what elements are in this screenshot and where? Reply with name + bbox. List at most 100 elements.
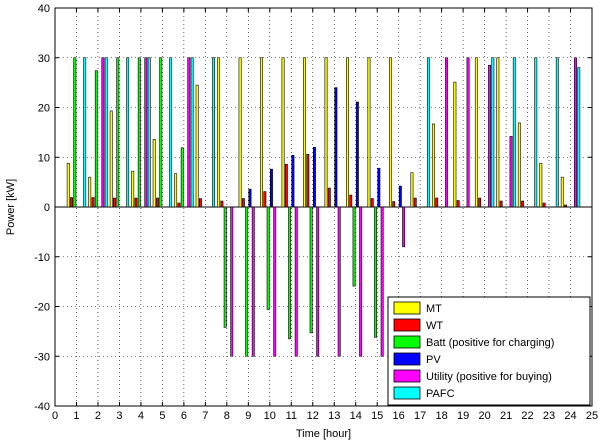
- bar-wt-hour-6: [177, 202, 181, 208]
- bar-mt-hour-5: [152, 139, 156, 208]
- bar-utility-hour-24: [574, 57, 577, 208]
- bar-pv-hour-10: [269, 168, 273, 208]
- bars-layer: [66, 57, 581, 357]
- bar-wt-hour-5: [156, 197, 159, 208]
- x-tick-label: 14: [350, 410, 362, 422]
- x-tick-label: 2: [95, 410, 101, 422]
- bar-pafc-hour-7: [212, 57, 216, 208]
- legend-label-utility: Utility (positive for buying): [426, 371, 552, 383]
- bar-mt-hour-18: [431, 123, 435, 208]
- bar-pafc-hour-20: [491, 57, 495, 208]
- bar-mt-hour-12: [303, 57, 306, 208]
- legend-swatch-pv: [393, 352, 421, 366]
- legend-swatch-pafc: [393, 386, 421, 400]
- bar-wt-hour-17: [413, 197, 417, 208]
- bar-utility-hour-8: [230, 206, 234, 357]
- bar-pafc-hour-17: [426, 57, 430, 208]
- bar-wt-hour-13: [327, 187, 331, 208]
- bar-wt-hour-4: [134, 197, 138, 208]
- legend-label-wt: WT: [426, 320, 443, 332]
- x-tick-label: 11: [286, 410, 297, 422]
- bar-wt-hour-16: [392, 201, 396, 208]
- bar-mt-hour-16: [388, 57, 392, 208]
- x-axis-label: Time [hour]: [296, 428, 351, 440]
- legend: MT WT Batt (positive for charging) PV Utilit…: [387, 296, 591, 406]
- x-tick-label: 16: [393, 410, 405, 422]
- x-tick-label: 21: [500, 410, 512, 422]
- bar-wt-hour-14: [349, 194, 353, 208]
- legend-label-pv: PV: [426, 354, 441, 366]
- bar-mt-hour-11: [281, 57, 285, 208]
- x-tick-label: 12: [307, 410, 319, 422]
- bar-pafc-hour-1: [83, 57, 87, 208]
- bar-batt-hour-6: [180, 147, 184, 208]
- bar-mt-hour-19: [453, 81, 457, 208]
- bar-utility-hour-6: [187, 57, 191, 208]
- x-tick-label: 22: [521, 410, 533, 422]
- bar-batt-hour-15: [374, 206, 378, 338]
- x-tick-label: 5: [159, 410, 165, 422]
- bar-mt-hour-3: [109, 110, 113, 208]
- x-tick-label: 7: [202, 410, 208, 422]
- y-tick-label: -20: [34, 302, 50, 314]
- bar-wt-hour-7: [198, 198, 202, 208]
- y-tick-label: 20: [38, 103, 50, 115]
- bar-utility-hour-4: [144, 57, 148, 208]
- bar-pafc-hour-23: [555, 57, 559, 208]
- bar-wt-hour-19: [456, 200, 460, 208]
- bar-utility-hour-16: [402, 206, 406, 248]
- bar-pv-hour-14: [355, 101, 359, 208]
- x-tick-label: 4: [138, 410, 144, 422]
- bar-batt-hour-4: [137, 57, 141, 208]
- bar-pafc-hour-2: [104, 57, 108, 208]
- bar-mt-hour-20: [474, 57, 478, 208]
- x-tick-label: 3: [116, 410, 122, 422]
- legend-label-mt: MT: [426, 303, 442, 315]
- bar-pafc-hour-22: [534, 57, 538, 208]
- bar-pafc-hour-21: [512, 57, 516, 208]
- bar-pafc-hour-6: [190, 57, 194, 208]
- bar-wt-hour-9: [241, 198, 245, 208]
- x-tick-label: 8: [224, 410, 230, 422]
- bar-wt-hour-3: [113, 197, 116, 208]
- bar-utility-hour-10: [273, 206, 277, 357]
- x-tick-label: 0: [52, 410, 58, 422]
- bar-batt-hour-3: [116, 57, 120, 208]
- bar-mt-hour-8: [217, 57, 221, 208]
- bar-wt-hour-22: [521, 200, 525, 208]
- x-tick-label: 23: [543, 410, 555, 422]
- y-axis-label: Power [kW]: [5, 179, 17, 235]
- bar-mt-hour-24: [560, 176, 564, 208]
- bar-wt-hour-8: [220, 200, 224, 208]
- x-tick-label: 15: [371, 410, 383, 422]
- bar-wt-hour-23: [542, 202, 546, 208]
- x-tick-label: 13: [328, 410, 340, 422]
- bar-wt-hour-21: [499, 200, 503, 208]
- legend-swatch-mt: [393, 301, 421, 315]
- bar-batt-hour-11: [288, 206, 292, 340]
- bar-batt-hour-9: [245, 206, 249, 357]
- bar-utility-hour-12: [316, 206, 320, 357]
- bar-utility-hour-20: [488, 64, 491, 208]
- x-tick-label: 9: [245, 410, 251, 422]
- bar-utility-hour-2: [101, 57, 105, 208]
- legend-swatch-wt: [393, 318, 421, 332]
- bar-mt-hour-2: [88, 176, 92, 208]
- bar-mt-hour-21: [496, 57, 500, 208]
- bar-mt-hour-13: [324, 57, 328, 208]
- x-tick-label: 19: [457, 410, 469, 422]
- ticks-layer: 0 1 2 3 4 5 6 7 8 9 10 11 12 13 14 15 16 17 18 19 20 21 22 23 24…: [34, 3, 598, 422]
- x-tick-label: 17: [414, 410, 426, 422]
- bar-mt-hour-4: [131, 170, 135, 208]
- x-tick-label: 24: [564, 410, 576, 422]
- bar-utility-hour-15: [380, 206, 384, 357]
- bar-pv-hour-13: [334, 87, 338, 208]
- bar-mt-hour-6: [174, 173, 178, 208]
- x-tick-label: 20: [478, 410, 490, 422]
- bar-pafc-hour-4: [147, 57, 151, 208]
- bar-batt-hour-10: [266, 206, 270, 310]
- bar-mt-hour-15: [367, 57, 371, 208]
- bar-pafc-hour-3: [126, 57, 130, 208]
- x-tick-label: 10: [264, 410, 276, 422]
